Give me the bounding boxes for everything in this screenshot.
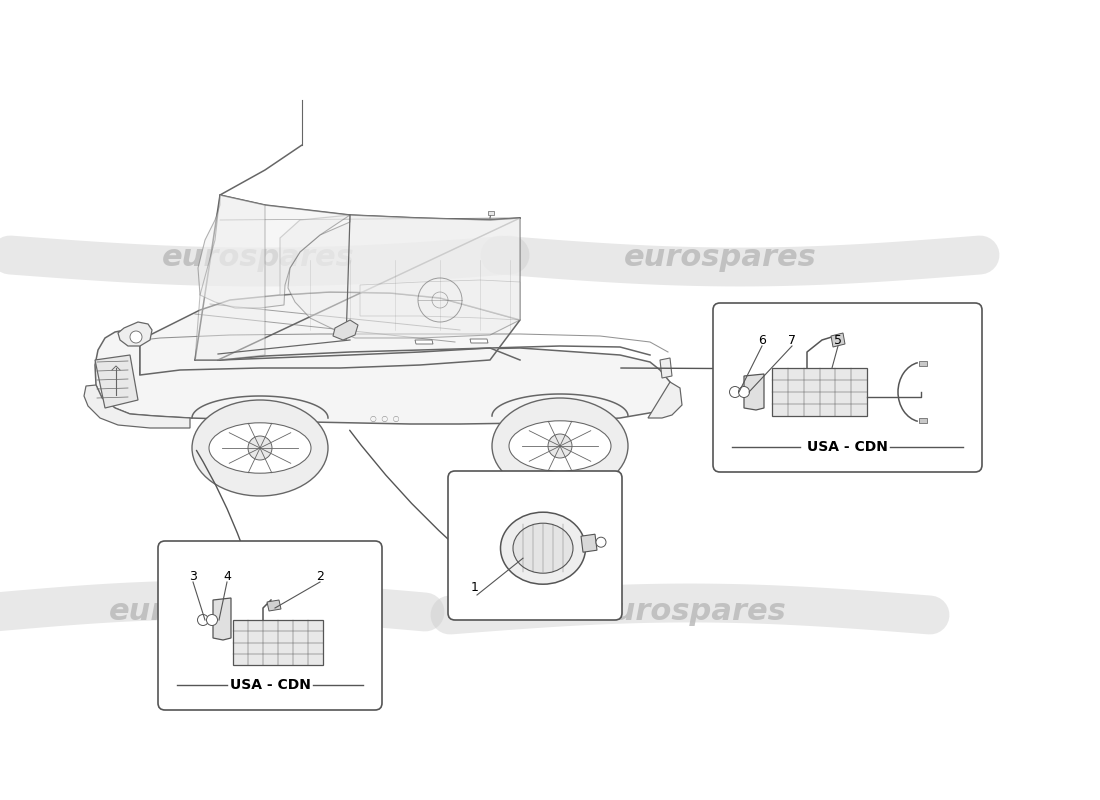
Polygon shape bbox=[648, 382, 682, 418]
Polygon shape bbox=[84, 385, 190, 428]
Text: eurospares: eurospares bbox=[162, 243, 354, 273]
Ellipse shape bbox=[192, 400, 328, 496]
Polygon shape bbox=[830, 333, 845, 347]
Text: USA - CDN: USA - CDN bbox=[807, 440, 888, 454]
Circle shape bbox=[198, 614, 209, 626]
Text: eurospares: eurospares bbox=[109, 598, 301, 626]
Polygon shape bbox=[118, 322, 152, 346]
Polygon shape bbox=[470, 339, 488, 343]
Circle shape bbox=[548, 434, 572, 458]
Text: USA - CDN: USA - CDN bbox=[230, 678, 310, 692]
Text: 5: 5 bbox=[834, 334, 842, 346]
Polygon shape bbox=[267, 600, 280, 611]
Polygon shape bbox=[581, 534, 597, 552]
Circle shape bbox=[248, 436, 272, 460]
Polygon shape bbox=[213, 598, 231, 640]
Text: eurospares: eurospares bbox=[594, 598, 786, 626]
Polygon shape bbox=[660, 358, 672, 378]
Ellipse shape bbox=[500, 512, 585, 584]
Text: 6: 6 bbox=[758, 334, 766, 346]
FancyBboxPatch shape bbox=[448, 471, 622, 620]
Bar bbox=[233, 620, 323, 665]
Text: 4: 4 bbox=[223, 570, 231, 582]
Polygon shape bbox=[918, 361, 927, 366]
FancyBboxPatch shape bbox=[158, 541, 382, 710]
Polygon shape bbox=[95, 330, 675, 424]
Text: 1: 1 bbox=[471, 581, 478, 594]
Polygon shape bbox=[744, 374, 764, 410]
Text: 3: 3 bbox=[189, 570, 197, 582]
Polygon shape bbox=[195, 195, 265, 360]
Ellipse shape bbox=[513, 523, 573, 573]
Bar bbox=[772, 368, 867, 416]
Polygon shape bbox=[280, 215, 520, 320]
Polygon shape bbox=[288, 215, 520, 338]
Polygon shape bbox=[333, 320, 358, 340]
Text: eurospares: eurospares bbox=[624, 243, 816, 273]
Ellipse shape bbox=[209, 422, 311, 473]
Ellipse shape bbox=[492, 398, 628, 494]
Text: ○  ○  ○: ○ ○ ○ bbox=[371, 414, 399, 422]
Polygon shape bbox=[198, 195, 350, 308]
Circle shape bbox=[738, 386, 749, 398]
Circle shape bbox=[207, 614, 218, 626]
Text: 7: 7 bbox=[788, 334, 796, 346]
Polygon shape bbox=[415, 340, 433, 344]
Circle shape bbox=[729, 386, 740, 398]
Circle shape bbox=[596, 538, 606, 547]
FancyBboxPatch shape bbox=[713, 303, 982, 472]
Circle shape bbox=[130, 331, 142, 343]
Text: 2: 2 bbox=[316, 570, 323, 582]
Polygon shape bbox=[95, 355, 138, 408]
Polygon shape bbox=[488, 211, 494, 215]
Polygon shape bbox=[360, 280, 520, 320]
Polygon shape bbox=[140, 292, 520, 375]
Ellipse shape bbox=[509, 421, 610, 471]
Polygon shape bbox=[918, 418, 927, 423]
